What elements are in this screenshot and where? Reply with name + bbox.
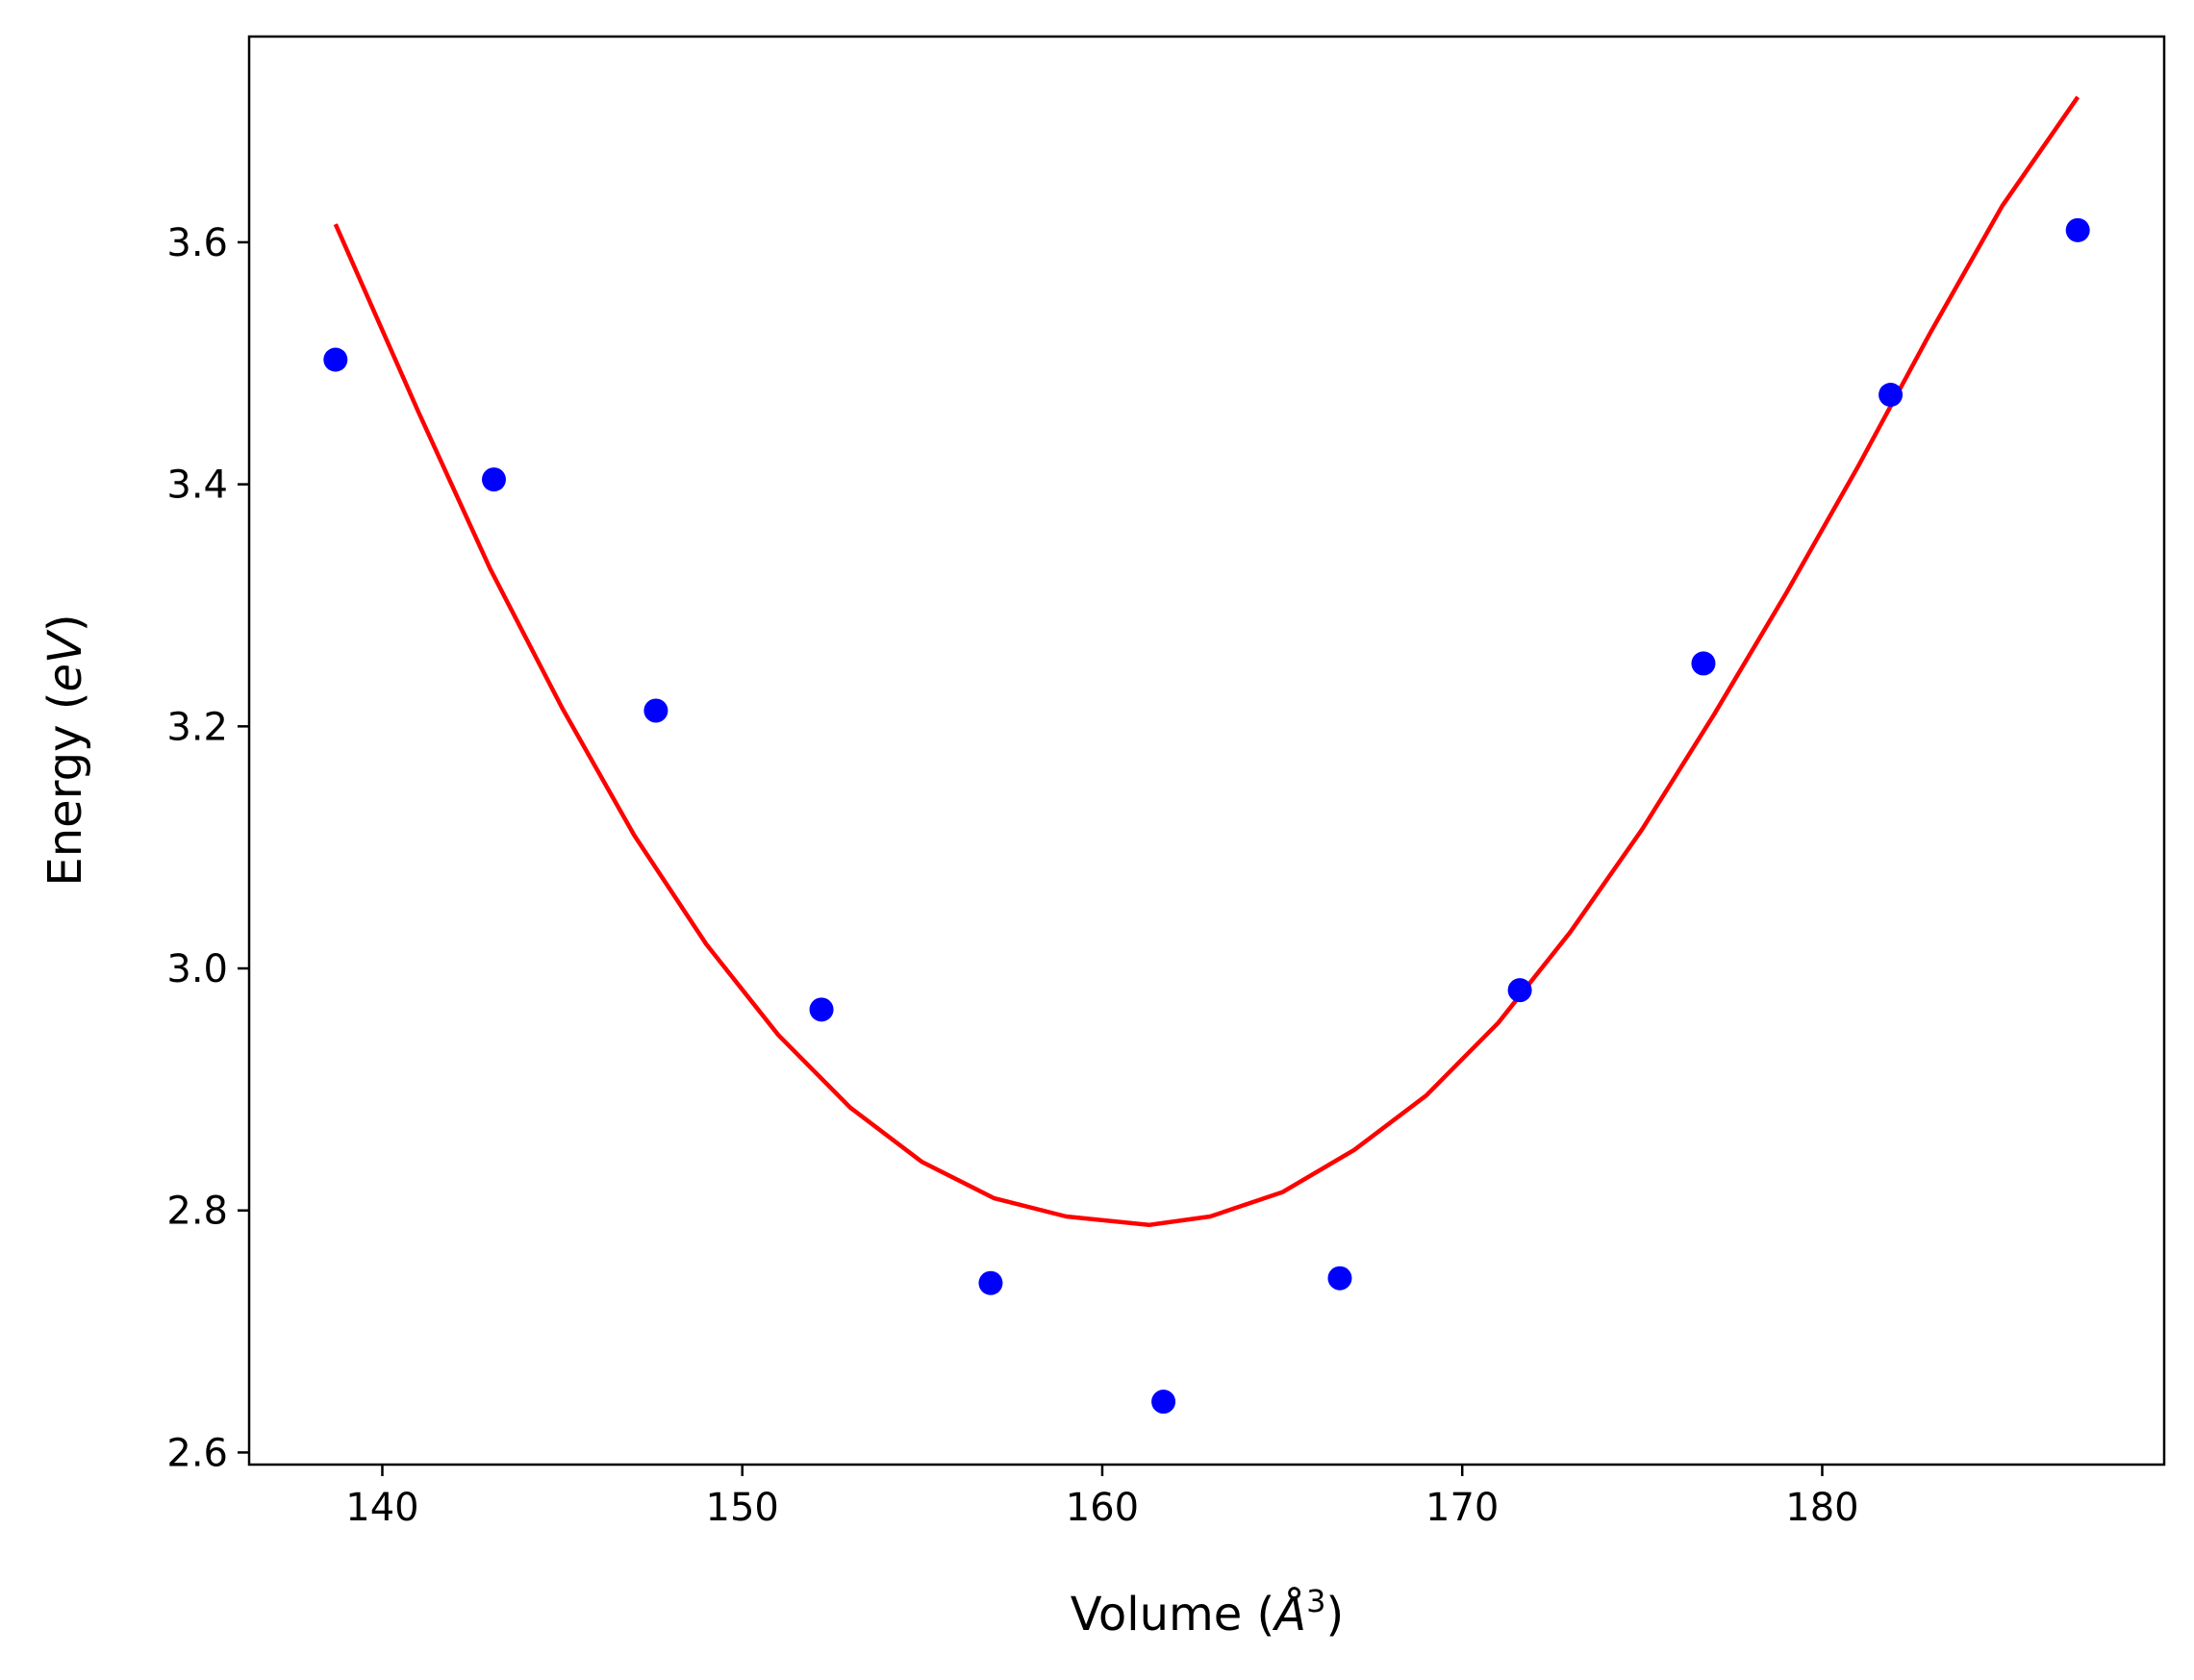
x-axis-label: Volume (Å3) [1071,1583,1344,1642]
y-tick-label: 3.2 [166,705,228,749]
data-point [2065,217,2090,242]
y-axis-label: Energy (eV) [38,614,92,886]
x-tick-label: 150 [706,1486,779,1530]
data-point [1879,383,1904,408]
data-point [643,698,668,723]
data-point [1327,1266,1352,1291]
plot-frame [247,35,2166,1467]
data-point [1691,651,1716,676]
x-tick-label: 170 [1425,1486,1499,1530]
x-tick-label: 140 [345,1486,418,1530]
plot-area [323,95,2090,1415]
y-tick-label: 3.6 [166,221,228,265]
data-point [809,997,834,1022]
axis-ticks: 140 150 160 170 180 2.6 2.8 3.0 3.2 3.4 3.6 [166,221,1858,1530]
y-tick-label: 3.0 [166,947,228,991]
fit-curve-line [333,95,2081,1228]
data-point [1507,978,1532,1003]
data-point [481,467,506,492]
x-tick-label: 180 [1785,1486,1858,1530]
y-tick-label: 2.8 [166,1190,228,1234]
data-point [323,347,348,372]
y-tick-label: 2.6 [166,1431,228,1475]
data-point [1151,1390,1176,1415]
x-tick-label: 160 [1066,1486,1139,1530]
data-point [978,1270,1003,1295]
y-tick-label: 3.4 [166,464,228,508]
